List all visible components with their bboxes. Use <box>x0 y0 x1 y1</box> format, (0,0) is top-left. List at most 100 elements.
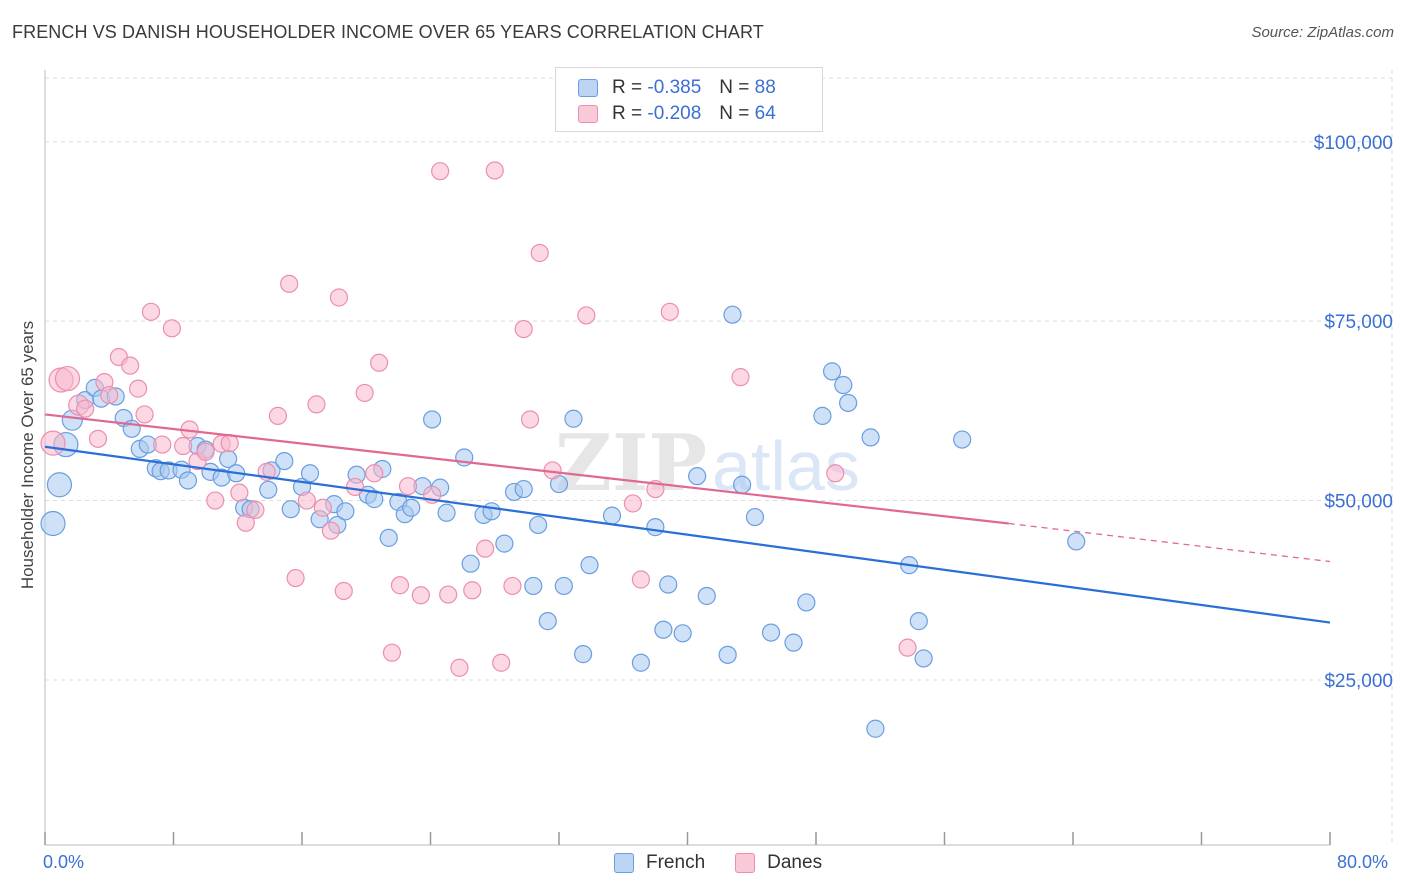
french-legend-swatch <box>614 853 634 873</box>
french-r-value: -0.385 <box>647 77 702 98</box>
french-point-50 <box>482 502 501 521</box>
danes-point-63 <box>898 638 917 657</box>
y-tick-label-0: $25,000 <box>1324 671 1393 692</box>
french-point-51 <box>495 534 514 553</box>
french-point-39 <box>379 528 398 547</box>
french-point-44 <box>423 410 442 429</box>
danes-n-value: 64 <box>754 103 776 124</box>
danes-trend-extension <box>1008 522 1331 563</box>
danes-point-49 <box>485 161 504 180</box>
danes-point-47 <box>463 581 482 600</box>
danes-point-34 <box>334 581 353 601</box>
danes-r-value: -0.208 <box>647 103 702 124</box>
french-point-61 <box>580 556 599 575</box>
danes-point-50 <box>492 653 511 672</box>
series-french-points <box>40 305 1086 738</box>
legend-french-label: French <box>646 852 706 873</box>
y-tick-label-1: $50,000 <box>1324 492 1393 513</box>
y-tick-labels: $25,000 $50,000 $75,000 $100,000 <box>1314 133 1393 692</box>
french-n-label: N = <box>719 77 750 98</box>
series-danes-points <box>40 161 917 677</box>
french-point-77 <box>813 406 832 425</box>
danes-r-label: R = <box>612 103 643 124</box>
french-point-30 <box>300 464 320 483</box>
legend-row-danes: R = -0.208 N = 64 <box>578 103 776 125</box>
danes-point-5 <box>88 429 108 448</box>
french-point-54 <box>524 576 543 596</box>
french-point-1 <box>46 472 73 498</box>
danes-point-32 <box>321 521 341 540</box>
danes-point-60 <box>660 302 679 321</box>
danes-point-4 <box>76 399 95 418</box>
danes-point-62 <box>826 464 845 483</box>
french-point-58 <box>554 576 573 596</box>
danes-point-42 <box>411 586 430 605</box>
french-point-73 <box>745 507 765 527</box>
danes-point-14 <box>162 319 181 338</box>
legend-item-danes: Danes <box>735 852 822 874</box>
french-point-64 <box>646 518 665 537</box>
danes-point-52 <box>514 319 533 339</box>
danes-point-9 <box>121 356 140 375</box>
danes-point-56 <box>577 306 596 325</box>
source-label: Source: ZipAtlas.com <box>1251 24 1394 41</box>
french-point-63 <box>631 653 651 672</box>
french-point-71 <box>723 305 742 324</box>
danes-point-21 <box>220 434 239 453</box>
trend-lines <box>44 413 1331 624</box>
french-point-0 <box>40 510 66 537</box>
french-point-28 <box>281 500 300 519</box>
french-point-48 <box>461 554 480 573</box>
french-point-42 <box>402 498 421 517</box>
french-point-16 <box>178 471 198 490</box>
french-point-46 <box>437 503 456 522</box>
danes-point-41 <box>398 477 418 496</box>
danes-point-40 <box>390 576 410 595</box>
french-point-86 <box>953 430 972 449</box>
french-point-67 <box>673 624 692 643</box>
french-point-55 <box>529 515 548 535</box>
danes-point-22 <box>230 483 249 502</box>
danes-legend-swatch <box>735 853 756 873</box>
danes-point-23 <box>236 513 255 532</box>
y-tick-label-3: $100,000 <box>1314 133 1393 154</box>
french-point-25 <box>259 480 278 499</box>
french-point-27 <box>275 451 294 471</box>
danes-point-27 <box>280 274 299 293</box>
danes-point-10 <box>129 379 148 398</box>
french-point-82 <box>866 719 885 738</box>
legend-danes-label: Danes <box>767 852 823 873</box>
danes-trend-line <box>44 413 1009 525</box>
french-trend-line <box>44 445 1331 624</box>
danes-point-61 <box>731 368 750 387</box>
french-point-69 <box>697 586 716 606</box>
french-point-80 <box>839 393 858 413</box>
danes-point-48 <box>476 539 495 558</box>
axes <box>44 70 1331 846</box>
danes-point-57 <box>623 494 642 513</box>
danes-point-12 <box>141 302 161 321</box>
danes-point-2 <box>54 365 81 392</box>
french-point-59 <box>564 409 583 428</box>
french-point-37 <box>365 490 384 509</box>
danes-point-15 <box>174 436 193 456</box>
danes-point-19 <box>206 491 225 510</box>
danes-point-28 <box>286 568 305 588</box>
danes-point-37 <box>365 464 384 483</box>
legend-stats: R = -0.385 N = 88 R = -0.208 N = 64 <box>555 67 823 132</box>
french-n-value: 88 <box>754 77 776 98</box>
y-axis-label: Householder Income Over 65 years <box>18 320 37 590</box>
danes-point-58 <box>631 570 651 589</box>
danes-n-label: N = <box>719 103 750 124</box>
danes-point-29 <box>297 491 316 510</box>
danes-point-24 <box>246 500 265 519</box>
french-point-79 <box>834 375 853 395</box>
danes-point-38 <box>370 353 389 372</box>
french-point-76 <box>797 593 816 612</box>
french-point-74 <box>761 623 781 642</box>
danes-swatch <box>578 105 598 123</box>
french-point-62 <box>602 506 622 525</box>
x-tick-min: 0.0% <box>43 852 85 872</box>
french-r-label: R = <box>612 77 643 98</box>
french-point-70 <box>718 645 737 664</box>
